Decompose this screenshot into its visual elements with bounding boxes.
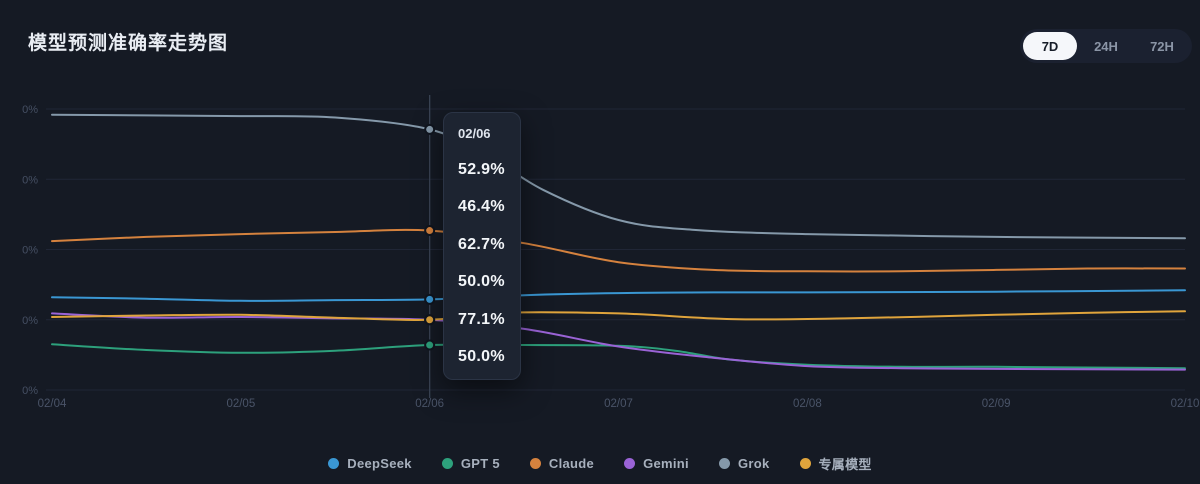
legend-item-custom-model[interactable]: 专属模型 <box>799 454 872 473</box>
series-marker-gpt5 <box>424 339 436 351</box>
page-title: 模型预测准确率走势图 <box>28 33 229 54</box>
range-tab-7d[interactable]: 7D <box>1023 32 1077 60</box>
x-axis-tick-label: 02/04 <box>38 398 67 410</box>
x-axis-tick-label: 02/07 <box>604 398 633 410</box>
range-tab-24h[interactable]: 24H <box>1079 32 1133 60</box>
legend-label: GPT 5 <box>460 456 500 471</box>
legend-label: DeepSeek <box>347 456 412 471</box>
legend-dot-grok <box>718 458 730 469</box>
series-line-gpt5 <box>51 343 1186 370</box>
x-axis-tick-label: 02/10 <box>1171 398 1200 410</box>
legend-dot-custom-model <box>799 458 811 469</box>
legend-label: Grok <box>737 456 770 471</box>
legend-item-gemini[interactable]: Gemini <box>624 456 689 471</box>
legend-dot-claude <box>529 458 541 469</box>
x-axis-tick-label: 02/05 <box>226 398 255 410</box>
tooltip-value-gemini: 50.0% <box>458 273 505 290</box>
range-tab-72h[interactable]: 72H <box>1135 32 1189 60</box>
x-axis-tick-label: 02/09 <box>982 398 1011 410</box>
x-axis-tick-label: 02/08 <box>793 398 822 410</box>
series-line-claude <box>51 228 1186 273</box>
tooltip-value-gpt5: 46.4% <box>458 198 505 215</box>
series-marker-grok <box>424 123 436 135</box>
range-tab-group: 7D 24H 72H <box>1020 29 1192 63</box>
x-axis-tick-label: 02/06 <box>415 398 444 410</box>
series-line-gemini <box>51 312 1186 371</box>
legend-dot-deepseek <box>328 458 340 469</box>
y-axis-tick-label: 0% <box>22 315 38 327</box>
legend-item-claude[interactable]: Claude <box>529 456 595 471</box>
chart-tooltip: 02/06 52.9% 46.4% 62.7% 50.0% 77.1% 50.0% <box>443 112 521 380</box>
chart-legend: DeepSeek GPT 5 Claude Gemini Grok 专属模型 <box>0 454 1200 473</box>
y-axis-tick-label: 0% <box>22 385 38 397</box>
tooltip-value-claude: 62.7% <box>458 235 505 253</box>
tooltip-value-grok: 77.1% <box>458 310 505 328</box>
accuracy-trend-chart[interactable]: 0%0%0%0%0%02/04 02/05 02/06 02/07 02/08 02/09… <box>0 0 1200 430</box>
legend-label: Gemini <box>643 456 689 471</box>
series-line-grok <box>51 113 1186 240</box>
series-marker-claude <box>424 225 436 237</box>
legend-dot-gpt5 <box>441 458 453 469</box>
legend-label: Claude <box>548 456 595 471</box>
series-marker-custom-model <box>424 314 436 326</box>
series-line-custom-model <box>51 310 1186 321</box>
y-axis-tick-label: 0% <box>22 174 38 186</box>
legend-item-gpt5[interactable]: GPT 5 <box>441 456 500 471</box>
y-axis-tick-label: 0% <box>22 104 38 116</box>
legend-dot-gemini <box>624 458 636 469</box>
tooltip-value-custom-model: 50.0% <box>458 348 505 365</box>
y-axis-tick-label: 0% <box>22 245 38 257</box>
series-marker-deepseek <box>424 293 436 305</box>
tooltip-date: 02/06 <box>458 126 491 141</box>
series-line-deepseek <box>51 289 1186 302</box>
legend-label: 专属模型 <box>818 457 872 472</box>
legend-item-deepseek[interactable]: DeepSeek <box>328 456 412 471</box>
tooltip-value-deepseek: 52.9% <box>458 160 505 178</box>
legend-item-grok[interactable]: Grok <box>718 456 770 471</box>
